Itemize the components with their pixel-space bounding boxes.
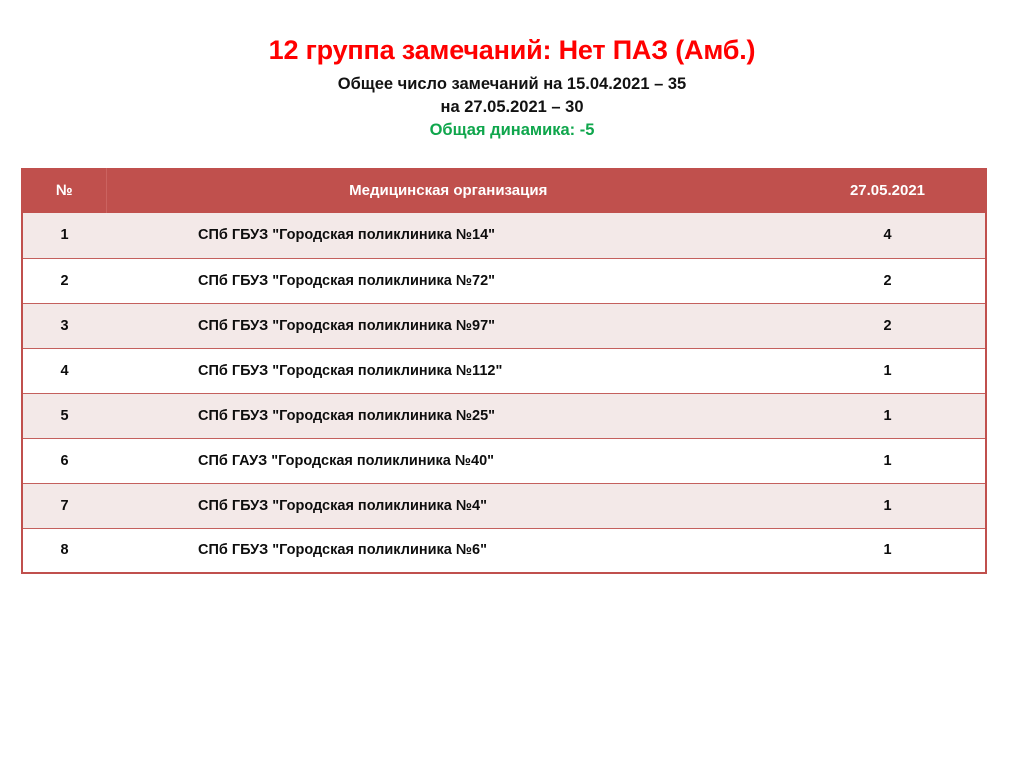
heading-block: 12 группа замечаний: Нет ПАЗ (Амб.) Обще… bbox=[0, 0, 1024, 142]
remark-count-cell: 4 bbox=[790, 213, 986, 259]
column-header-number: № bbox=[22, 168, 107, 213]
table-row: 8 СПб ГБУЗ "Городская поликлиника №6" 1 bbox=[22, 527, 986, 573]
row-number-cell: 8 bbox=[22, 527, 106, 573]
column-header-organization: Медицинская организация bbox=[349, 182, 548, 199]
column-header-date: 27.05.2021 bbox=[849, 182, 926, 199]
table-row: 5 СПб ГБУЗ "Городская поликлиника №25" 1 bbox=[22, 392, 986, 439]
table-row: 2 СПб ГБУЗ "Городская поликлиника №72" 2 bbox=[22, 257, 986, 304]
table-row: 1 СПб ГБУЗ "Городская поликлиника №14" 4 bbox=[22, 213, 986, 259]
table-head: № Медицинская организация 27.05.2021 bbox=[22, 168, 986, 213]
remark-count-cell: 1 bbox=[790, 482, 986, 529]
organizations-table-wrapper: № Медицинская организация 27.05.2021 1 СП… bbox=[21, 168, 987, 574]
table-row: 7 СПб ГБУЗ "Городская поликлиника №4" 1 bbox=[22, 482, 986, 529]
subtitle-total-previous: Общее число замечаний на 15.04.2021 – 35 bbox=[337, 75, 687, 93]
page-title: 12 группа замечаний: Нет ПАЗ (Амб.) bbox=[268, 35, 756, 65]
remark-count-cell: 1 bbox=[790, 527, 986, 573]
table-header-row: № Медицинская организация 27.05.2021 bbox=[22, 168, 986, 213]
row-number-cell: 5 bbox=[22, 392, 106, 439]
remark-count-cell: 1 bbox=[790, 392, 986, 439]
row-number-cell: 3 bbox=[22, 302, 106, 349]
remark-count-cell: 1 bbox=[790, 347, 986, 394]
organization-name-cell: СПб ГБУЗ "Городская поликлиника №4" bbox=[106, 482, 790, 529]
organization-name-cell: СПб ГАУЗ "Городская поликлиника №40" bbox=[106, 437, 790, 484]
dynamics-summary: Общая динамика: -5 bbox=[429, 121, 595, 139]
row-number-cell: 2 bbox=[22, 257, 106, 304]
remark-count-cell: 2 bbox=[790, 302, 986, 349]
organization-name-cell: СПб ГБУЗ "Городская поликлиника №97" bbox=[106, 302, 790, 349]
row-number-cell: 4 bbox=[22, 347, 106, 394]
organizations-table: № Медицинская организация 27.05.2021 1 СП… bbox=[21, 168, 987, 574]
table-row: 3 СПб ГБУЗ "Городская поликлиника №97" 2 bbox=[22, 302, 986, 349]
organization-name-cell: СПб ГБУЗ "Городская поликлиника №112" bbox=[106, 347, 790, 394]
table-row: 6 СПб ГАУЗ "Городская поликлиника №40" 1 bbox=[22, 437, 986, 484]
organization-name-cell: СПб ГБУЗ "Городская поликлиника №14" bbox=[106, 213, 790, 259]
organization-name-cell: СПб ГБУЗ "Городская поликлиника №25" bbox=[106, 392, 790, 439]
row-number-cell: 7 bbox=[22, 482, 106, 529]
row-number-cell: 1 bbox=[22, 213, 106, 259]
organization-name-cell: СПб ГБУЗ "Городская поликлиника №6" bbox=[106, 527, 790, 573]
table-body: 1 СПб ГБУЗ "Городская поликлиника №14" 4 2 С… bbox=[22, 213, 986, 573]
remark-count-cell: 2 bbox=[790, 257, 986, 304]
remark-count-cell: 1 bbox=[790, 437, 986, 484]
row-number-cell: 6 bbox=[22, 437, 106, 484]
subtitle-total-current: на 27.05.2021 – 30 bbox=[440, 98, 584, 116]
table-row: 4 СПб ГБУЗ "Городская поликлиника №112" 1 bbox=[22, 347, 986, 394]
organization-name-cell: СПб ГБУЗ "Городская поликлиника №72" bbox=[106, 257, 790, 304]
